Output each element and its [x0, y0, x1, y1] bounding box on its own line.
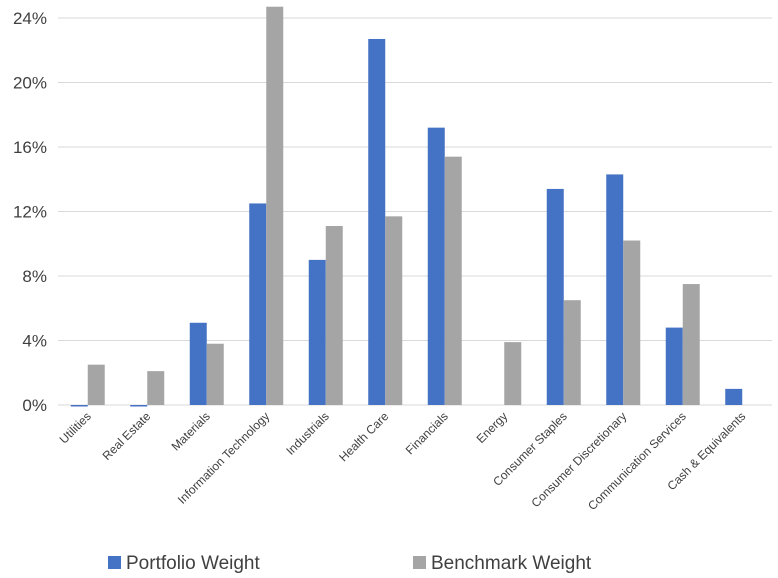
y-tick-label: 16%: [13, 138, 47, 157]
bar-benchmark-weight-utilities: [88, 365, 105, 405]
y-tick-label: 20%: [13, 74, 47, 93]
legend-swatch-benchmark-weight: [413, 556, 426, 569]
bar-portfolio-weight-industrials: [309, 260, 326, 405]
bar-benchmark-weight-consumer-staples: [564, 300, 581, 405]
y-axis-ticks: 0% 4% 8% 12% 16% 20% 24%: [13, 9, 47, 415]
bar-portfolio-weight-consumer-discretionary: [606, 174, 623, 405]
bar-benchmark-weight-financials: [445, 157, 462, 405]
x-category-label-financials: Financials: [403, 409, 451, 457]
bar-portfolio-weight-information-technology: [249, 203, 266, 405]
bar-portfolio-weight-financials: [428, 128, 445, 405]
x-axis-labels: Utilities Real Estate MaterialsInformation…: [57, 409, 749, 513]
x-category-label-materials: Materials: [169, 409, 213, 453]
bar-portfolio-weight-utilities: [71, 405, 88, 407]
x-category-label-industrials: Industrials: [283, 409, 332, 458]
bar-benchmark-weight-energy: [504, 342, 521, 405]
x-category-label-communication-services: Communication Services: [585, 409, 689, 513]
bar-benchmark-weight-information-technology: [266, 7, 283, 405]
bar-benchmark-weight-industrials: [326, 226, 343, 405]
y-tick-label: 24%: [13, 9, 47, 28]
bar-benchmark-weight-real-estate: [147, 371, 164, 405]
x-category-label-real-estate: Real Estate: [100, 409, 154, 463]
bars: [71, 7, 743, 407]
y-tick-label: 12%: [13, 203, 47, 222]
bar-portfolio-weight-real-estate: [130, 405, 147, 407]
bar-portfolio-weight-materials: [190, 323, 207, 405]
bar-benchmark-weight-health-care: [385, 216, 402, 405]
bar-portfolio-weight-consumer-staples: [547, 189, 564, 405]
bar-portfolio-weight-communication-services: [666, 328, 683, 405]
legend-label-benchmark-weight: Benchmark Weight: [431, 553, 592, 574]
legend-swatch-portfolio-weight: [108, 556, 121, 569]
legend: Portfolio Weight Benchmark Weight: [108, 553, 592, 574]
y-tick-label: 4%: [22, 332, 47, 351]
y-tick-label: 8%: [22, 267, 47, 286]
x-category-label-utilities: Utilities: [57, 409, 94, 446]
bar-portfolio-weight-health-care: [368, 39, 385, 405]
y-tick-label: 0%: [22, 396, 47, 415]
bar-benchmark-weight-consumer-discretionary: [623, 241, 640, 405]
x-category-label-health-care: Health Care: [336, 409, 391, 464]
bar-benchmark-weight-communication-services: [683, 284, 700, 405]
x-category-label-energy: Energy: [474, 409, 511, 446]
bar-portfolio-weight-cash-and-equivalents: [725, 389, 742, 405]
legend-label-portfolio-weight: Portfolio Weight: [126, 553, 260, 574]
gridlines: [58, 18, 772, 405]
bar-benchmark-weight-materials: [207, 344, 224, 405]
